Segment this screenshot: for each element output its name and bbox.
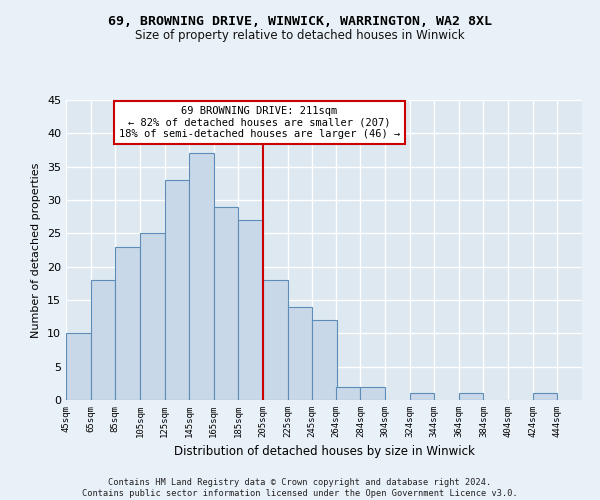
Bar	[263, 280, 287, 400]
Bar	[66, 334, 91, 400]
Bar	[238, 220, 263, 400]
Y-axis label: Number of detached properties: Number of detached properties	[31, 162, 41, 338]
Bar	[189, 154, 214, 400]
Bar	[91, 280, 115, 400]
Bar	[361, 386, 385, 400]
Text: Size of property relative to detached houses in Winwick: Size of property relative to detached ho…	[135, 29, 465, 42]
Bar	[335, 386, 361, 400]
Text: Contains HM Land Registry data © Crown copyright and database right 2024.
Contai: Contains HM Land Registry data © Crown c…	[82, 478, 518, 498]
Bar	[533, 394, 557, 400]
Bar	[287, 306, 313, 400]
Bar	[214, 206, 238, 400]
Text: 69, BROWNING DRIVE, WINWICK, WARRINGTON, WA2 8XL: 69, BROWNING DRIVE, WINWICK, WARRINGTON,…	[108, 15, 492, 28]
Bar	[140, 234, 164, 400]
Bar	[313, 320, 337, 400]
Text: 69 BROWNING DRIVE: 211sqm
← 82% of detached houses are smaller (207)
18% of semi: 69 BROWNING DRIVE: 211sqm ← 82% of detac…	[119, 106, 400, 139]
Bar	[410, 394, 434, 400]
Bar	[115, 246, 140, 400]
Bar	[459, 394, 484, 400]
X-axis label: Distribution of detached houses by size in Winwick: Distribution of detached houses by size …	[173, 446, 475, 458]
Bar	[164, 180, 189, 400]
